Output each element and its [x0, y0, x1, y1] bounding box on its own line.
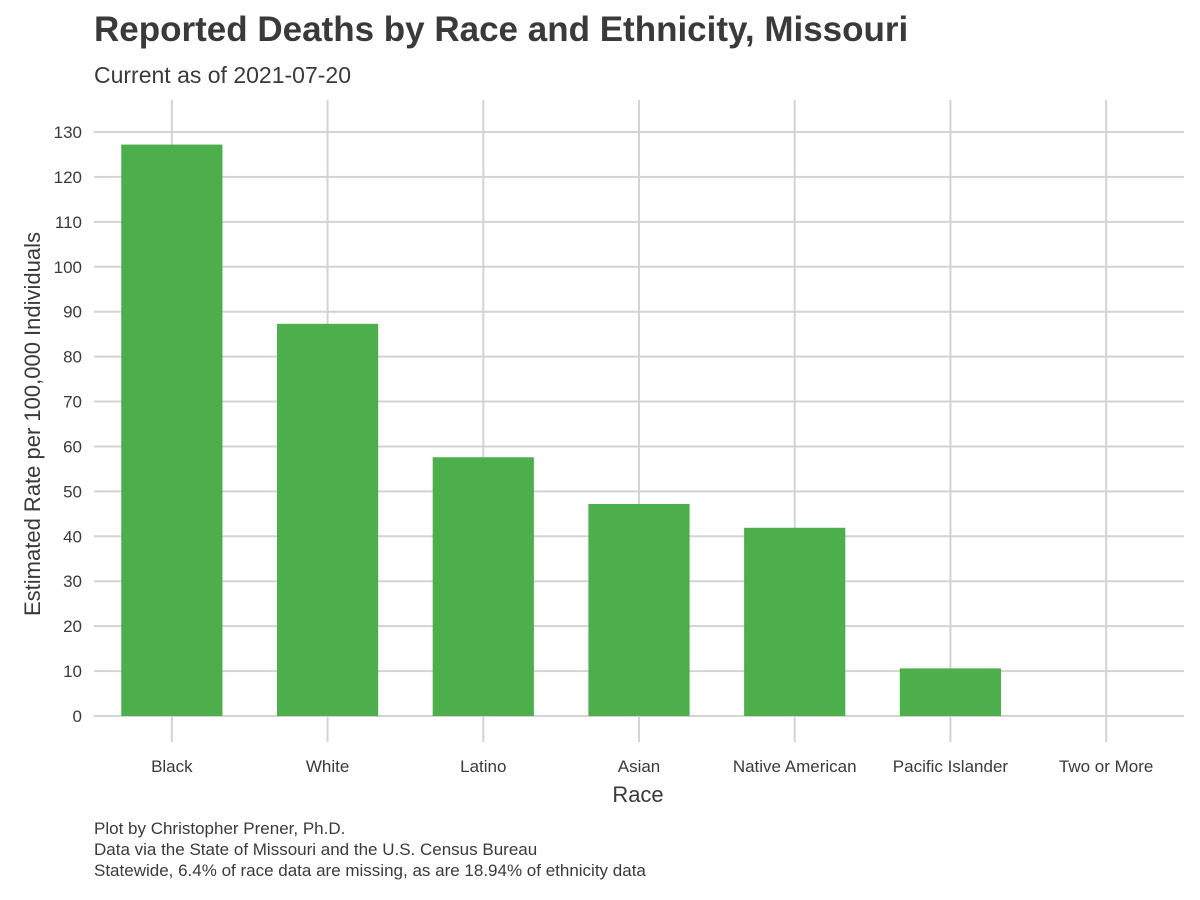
- y-tick-label: 110: [55, 213, 82, 232]
- y-tick-label: 70: [63, 393, 82, 412]
- chart-caption: Plot by Christopher Prener, Ph.D. Data v…: [94, 818, 646, 881]
- y-axis-ticks: 0 10 20 30 40 50 60 70 80 90 100 110 120 130: [54, 123, 82, 726]
- y-axis-label: Estimated Rate per 100,000 Individuals: [20, 232, 45, 616]
- y-tick-label: 120: [54, 168, 82, 187]
- x-tick-label: White: [306, 757, 349, 776]
- x-tick-label: Pacific Islander: [893, 757, 1009, 776]
- y-tick-label: 0: [73, 707, 82, 726]
- x-tick-label: Latino: [460, 757, 506, 776]
- x-tick-label: Black: [151, 757, 193, 776]
- y-tick-label: 90: [63, 303, 82, 322]
- y-tick-label: 130: [54, 123, 82, 142]
- x-tick-label: Native American: [733, 757, 857, 776]
- bar: [744, 527, 846, 716]
- x-tick-label: Two or More: [1059, 757, 1153, 776]
- y-tick-label: 40: [63, 527, 82, 546]
- bar: [588, 503, 690, 716]
- y-tick-label: 60: [63, 437, 82, 456]
- y-tick-label: 80: [63, 348, 82, 367]
- y-tick-label: 100: [54, 258, 82, 277]
- x-axis-ticks: Black White Latino Asian Native American Paci…: [151, 757, 1153, 776]
- caption-line-note: Statewide, 6.4% of race data are missing…: [94, 861, 646, 880]
- caption-line-author: Plot by Christopher Prener, Ph.D.: [94, 819, 346, 838]
- bar: [121, 144, 223, 716]
- bar: [432, 457, 534, 716]
- y-tick-label: 50: [63, 482, 82, 501]
- x-tick-label: Asian: [618, 757, 661, 776]
- y-tick-label: 30: [63, 572, 82, 591]
- chart-title: Reported Deaths by Race and Ethnicity, M…: [94, 10, 909, 49]
- bars: [121, 144, 1002, 716]
- x-axis-label: Race: [612, 782, 663, 807]
- chart-subtitle: Current as of 2021-07-20: [94, 62, 351, 88]
- bar: [276, 323, 379, 716]
- y-tick-label: 10: [63, 662, 82, 681]
- y-tick-label: 20: [63, 617, 82, 636]
- bar: [899, 668, 1002, 716]
- caption-line-source: Data via the State of Missouri and the U…: [94, 840, 538, 859]
